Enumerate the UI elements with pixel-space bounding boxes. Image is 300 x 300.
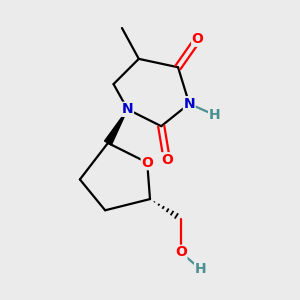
Text: N: N: [122, 102, 134, 116]
Text: O: O: [192, 32, 204, 46]
Text: O: O: [141, 156, 153, 170]
Text: H: H: [209, 108, 220, 122]
Text: H: H: [195, 262, 206, 276]
Text: O: O: [175, 245, 187, 260]
Text: N: N: [183, 97, 195, 111]
Text: O: O: [161, 153, 173, 167]
Polygon shape: [104, 109, 128, 145]
